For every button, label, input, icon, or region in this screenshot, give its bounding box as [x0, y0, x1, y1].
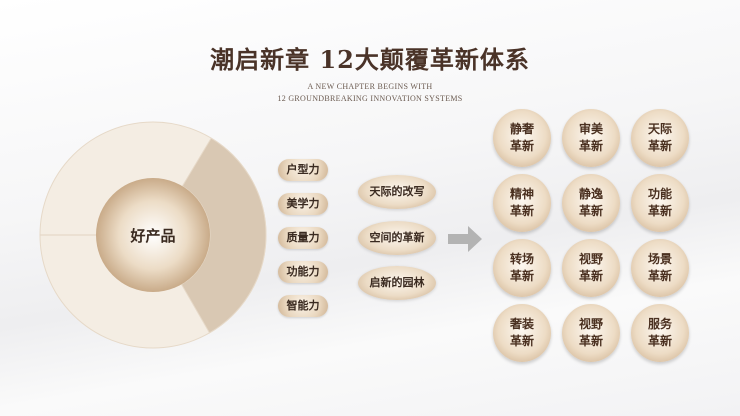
innovation-circle: 静奢 革新 [493, 109, 551, 167]
power-pill: 质量力 [278, 227, 328, 249]
innovation-circle: 静逸 革新 [562, 174, 620, 232]
innovation-label: 转场 [509, 252, 534, 266]
product-ring-diagram [39, 121, 267, 349]
innovation-label: 精神 [509, 187, 534, 201]
subtitle-line-2: 12 GROUNDBREAKING INNOVATION SYSTEMS [277, 94, 463, 103]
page-title: 潮启新章 12大颠覆革新体系 [210, 45, 530, 74]
innovation-label: 功能 [647, 187, 672, 201]
innovation-label: 天际 [647, 122, 672, 136]
innovation-circle: 奢装 革新 [493, 304, 551, 362]
power-pill: 智能力 [278, 295, 328, 317]
innovation-circle: 视野 革新 [562, 304, 620, 362]
innovation-label: 静逸 [578, 187, 603, 201]
innovation-label: 革新 [509, 334, 534, 348]
power-pill: 美学力 [278, 193, 328, 215]
innovation-label: 革新 [647, 334, 672, 348]
innovation-label: 革新 [578, 204, 603, 218]
center-circle [96, 178, 210, 292]
innovation-label: 革新 [578, 139, 603, 153]
innovation-label: 革新 [647, 204, 672, 218]
innovation-label: 审美 [578, 122, 603, 136]
innovation-circle: 服务 革新 [631, 304, 689, 362]
innovation-label: 视野 [578, 252, 603, 266]
change-ellipse: 空间的革新 [358, 221, 436, 255]
innovation-label: 场景 [647, 252, 672, 266]
innovation-circle: 场景 革新 [631, 239, 689, 297]
innovation-label: 服务 [647, 317, 672, 331]
innovation-label: 革新 [509, 139, 534, 153]
arrow-right-icon [448, 226, 482, 252]
innovation-circle: 视野 革新 [562, 239, 620, 297]
innovation-circle: 审美 革新 [562, 109, 620, 167]
innovation-circle: 精神 革新 [493, 174, 551, 232]
innovation-label: 奢装 [509, 317, 534, 331]
innovation-label: 革新 [647, 139, 672, 153]
innovation-circle: 转场 革新 [493, 239, 551, 297]
innovation-label: 革新 [578, 269, 603, 283]
innovation-label: 革新 [509, 204, 534, 218]
change-ellipse: 启新的园林 [358, 266, 436, 300]
subtitle-line-1: A NEW CHAPTER BEGINS WITH [307, 82, 433, 91]
innovation-circle: 功能 革新 [631, 174, 689, 232]
innovation-label: 视野 [578, 317, 603, 331]
innovation-label: 革新 [647, 269, 672, 283]
power-pill: 户型力 [278, 159, 328, 181]
change-ellipse: 天际的改写 [358, 175, 436, 209]
power-pill: 功能力 [278, 261, 328, 283]
innovation-label: 静奢 [509, 122, 534, 136]
innovation-circle: 天际 革新 [631, 109, 689, 167]
center-label: 好产品 [130, 227, 176, 245]
innovation-label: 革新 [509, 269, 534, 283]
innovation-label: 革新 [578, 334, 603, 348]
